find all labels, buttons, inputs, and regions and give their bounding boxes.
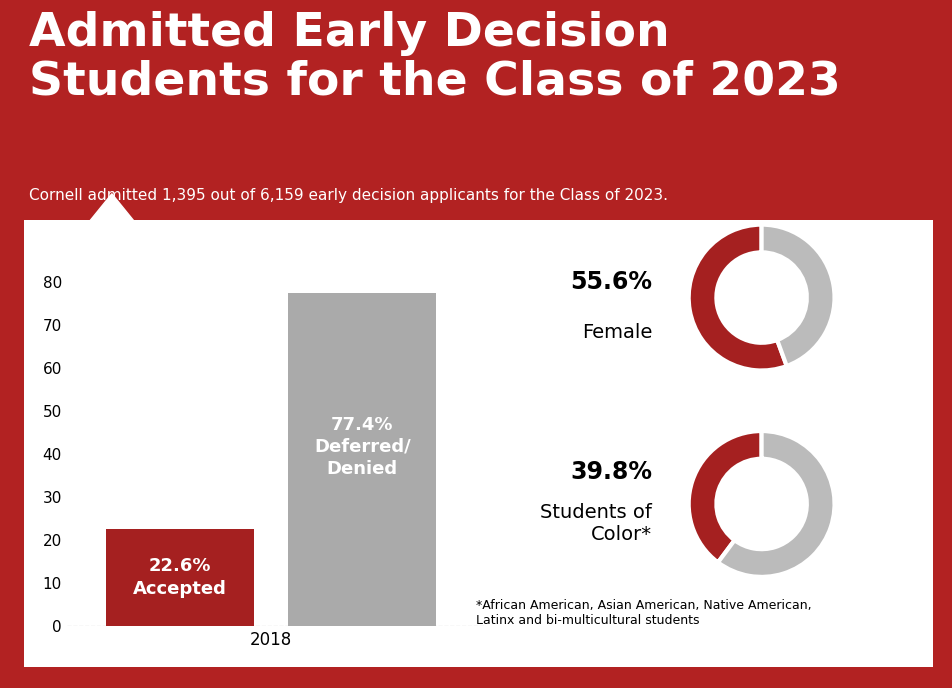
- Text: 22.6%
Accepted: 22.6% Accepted: [133, 557, 227, 598]
- Wedge shape: [688, 225, 786, 370]
- Wedge shape: [762, 225, 835, 366]
- Bar: [288, 293, 436, 626]
- Text: 77.4%
Deferred/
Denied: 77.4% Deferred/ Denied: [314, 416, 410, 478]
- Text: Students of
Color*: Students of Color*: [540, 504, 652, 544]
- Polygon shape: [76, 194, 148, 238]
- Text: Cornell admitted 1,395 out of 6,159 early decision applicants for the Class of 2: Cornell admitted 1,395 out of 6,159 earl…: [29, 188, 667, 202]
- Bar: [106, 529, 254, 626]
- Wedge shape: [688, 431, 762, 562]
- Text: 39.8%: 39.8%: [570, 460, 652, 484]
- Text: Female: Female: [582, 323, 652, 343]
- Wedge shape: [718, 431, 835, 577]
- Text: Admitted Early Decision
Students for the Class of 2023: Admitted Early Decision Students for the…: [29, 11, 841, 105]
- Text: *African American, Asian American, Native American,
Latinx and bi-multicultural : *African American, Asian American, Nativ…: [476, 599, 812, 627]
- Text: 55.6%: 55.6%: [570, 270, 652, 294]
